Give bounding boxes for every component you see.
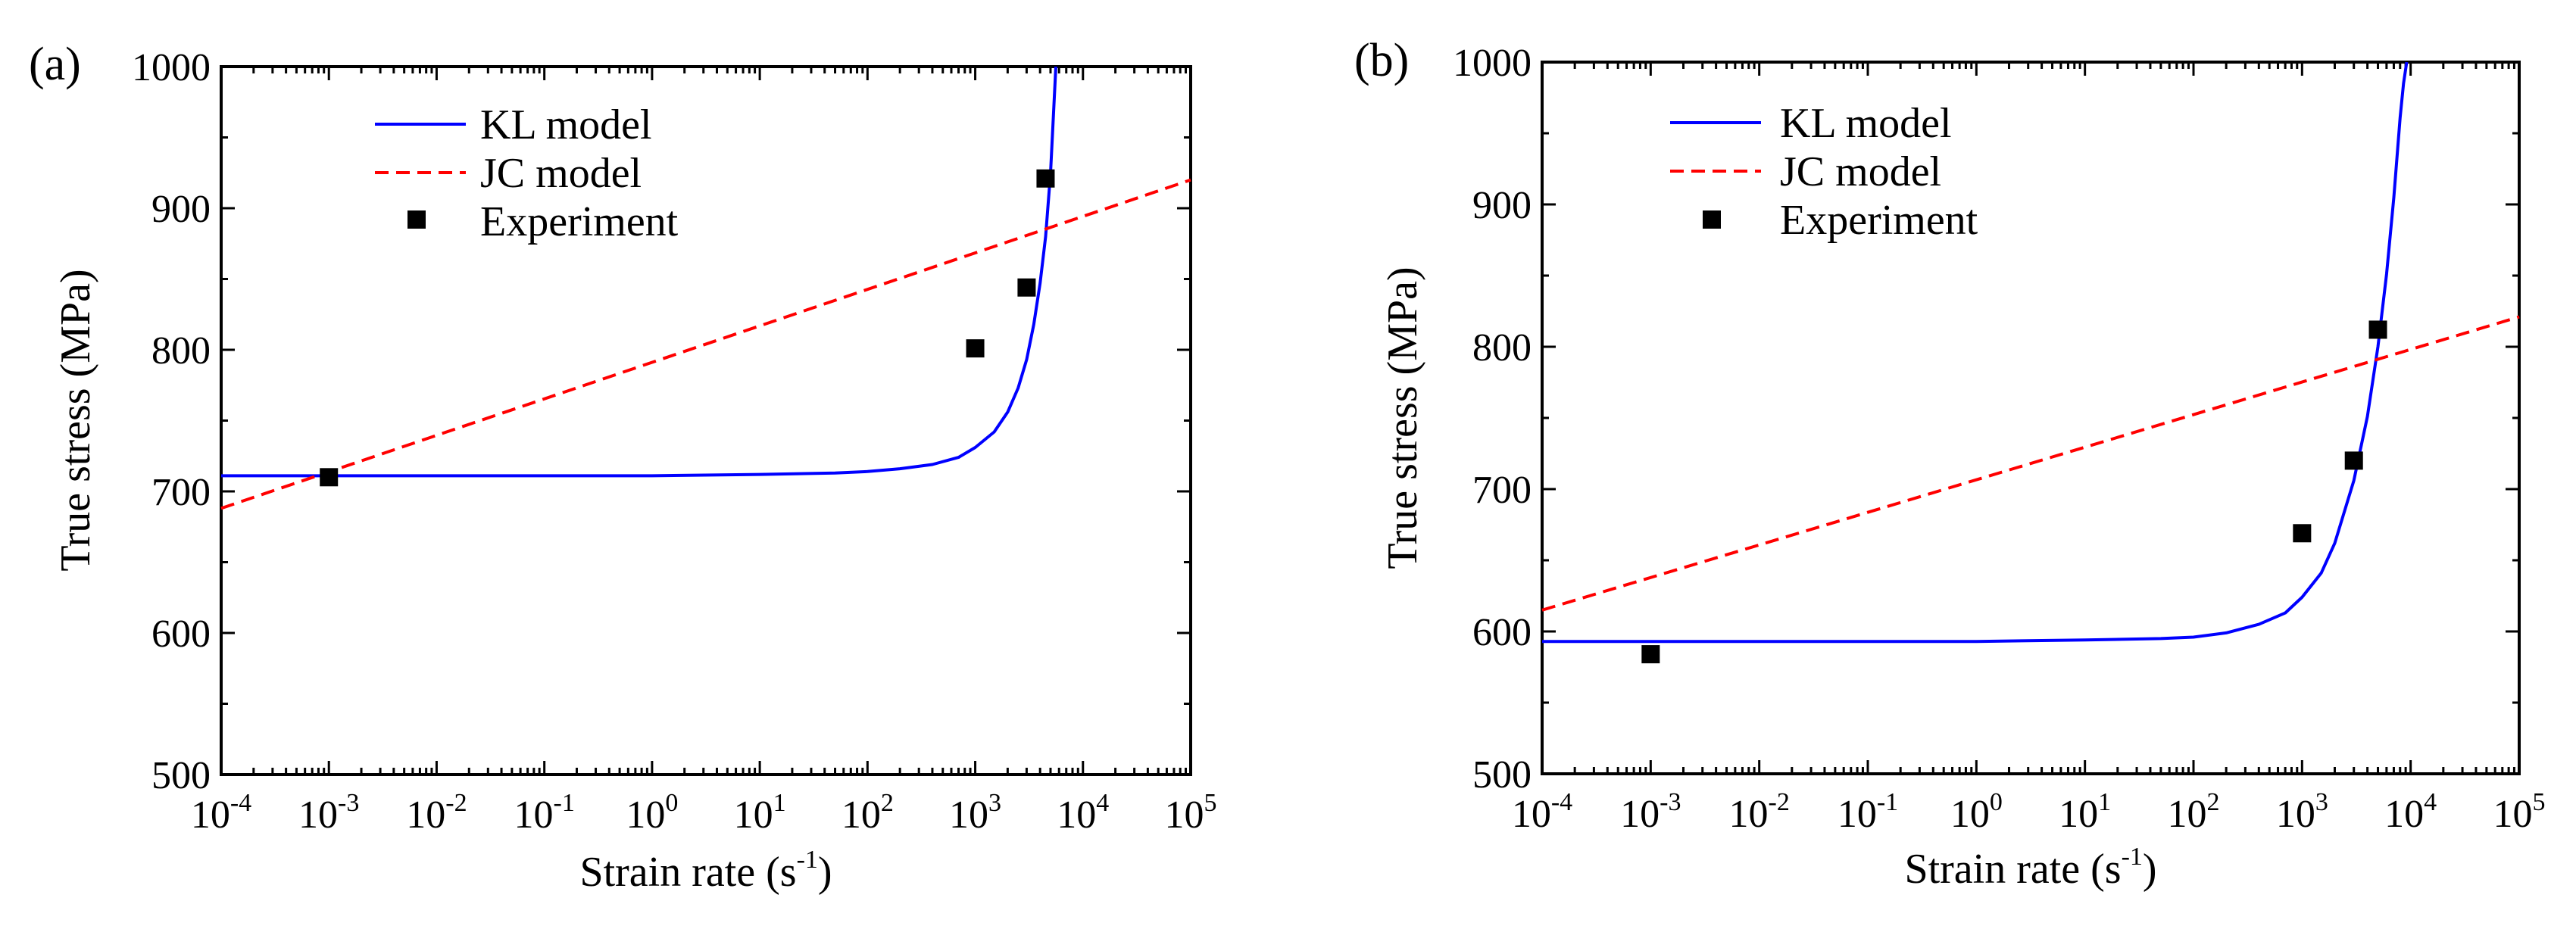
series-layer bbox=[220, 66, 1191, 510]
y-tick-label: 600 bbox=[151, 613, 211, 656]
y-tick-label: 600 bbox=[1472, 611, 1532, 654]
data-point-experiment bbox=[320, 468, 339, 487]
data-point-experiment bbox=[1036, 169, 1055, 188]
legend-label: JC model bbox=[480, 150, 642, 197]
legend: KL model JC model Experiment bbox=[375, 101, 679, 245]
x-tick-label: 102 bbox=[841, 789, 894, 837]
legend-swatch-experiment bbox=[1703, 210, 1721, 229]
legend-label: Experiment bbox=[480, 198, 679, 245]
data-point-experiment bbox=[2293, 524, 2312, 543]
x-tick-label: 10-1 bbox=[514, 789, 575, 837]
data-point-experiment bbox=[2344, 451, 2363, 470]
y-axis-tick-labels: 500 600 700 800 900 1000 bbox=[1453, 42, 1532, 797]
y-tick-label: 500 bbox=[1472, 753, 1532, 797]
x-tick-label: 101 bbox=[734, 789, 786, 837]
y-axis-title: True stress (MPa) bbox=[1379, 267, 1426, 569]
axis-ticks bbox=[1541, 61, 2521, 775]
y-tick-label: 1000 bbox=[132, 46, 211, 89]
y-tick-label: 900 bbox=[1472, 184, 1532, 227]
x-tick-label: 105 bbox=[1165, 789, 1217, 837]
y-tick-label: 800 bbox=[151, 329, 211, 373]
x-tick-label: 10-3 bbox=[298, 789, 359, 837]
x-axis-tick-labels: 10-4 10-3 10-2 10-1 100 101 102 103 104 … bbox=[191, 789, 1217, 837]
x-tick-label: 104 bbox=[1057, 789, 1109, 837]
x-tick-label: 100 bbox=[626, 789, 678, 837]
chart-panel-a: (a) 500 600 700 800 900 1000 10-4 10-3 1… bbox=[29, 39, 1217, 896]
panel-label: (b) bbox=[1354, 35, 1409, 86]
x-tick-label: 103 bbox=[949, 789, 1001, 837]
data-point-experiment bbox=[966, 339, 985, 358]
legend-label: Experiment bbox=[1780, 197, 1978, 244]
y-tick-label: 700 bbox=[1472, 469, 1532, 512]
legend-label: KL model bbox=[1780, 100, 1952, 147]
chart-panel-b: (b) 500 600 700 800 900 1000 10-4 10-3 1… bbox=[1354, 35, 2546, 893]
x-tick-label: 103 bbox=[2276, 788, 2328, 836]
x-tick-label: 101 bbox=[2059, 788, 2111, 836]
x-axis-title: Strain rate (s-1) bbox=[579, 846, 832, 896]
legend: KL model JC model Experiment bbox=[1670, 100, 1978, 244]
y-axis-title: True stress (MPa) bbox=[52, 269, 99, 571]
series-line-jc-model bbox=[1541, 315, 2520, 612]
x-tick-label: 10-1 bbox=[1838, 788, 1898, 836]
x-tick-label: 105 bbox=[2493, 788, 2546, 836]
legend-swatch-experiment bbox=[407, 210, 426, 229]
legend-label: JC model bbox=[1780, 148, 1941, 195]
y-tick-label: 500 bbox=[151, 754, 211, 797]
y-tick-label: 900 bbox=[151, 188, 211, 231]
series-line-kl-model bbox=[1542, 61, 2409, 644]
x-tick-label: 10-2 bbox=[1729, 788, 1790, 836]
x-tick-label: 104 bbox=[2384, 788, 2437, 836]
series-line-kl-model bbox=[221, 66, 1057, 478]
data-point-experiment bbox=[1641, 645, 1660, 664]
series-line-jc-model bbox=[220, 178, 1191, 510]
y-tick-label: 800 bbox=[1472, 326, 1532, 369]
data-point-experiment bbox=[1017, 278, 1036, 297]
y-tick-label: 1000 bbox=[1453, 42, 1532, 85]
y-axis-tick-labels: 500 600 700 800 900 1000 bbox=[132, 46, 211, 797]
legend-label: KL model bbox=[480, 101, 652, 148]
x-tick-label: 10-4 bbox=[191, 789, 251, 837]
x-axis-tick-labels: 10-4 10-3 10-2 10-1 100 101 102 103 104 … bbox=[1512, 788, 2546, 836]
data-point-experiment bbox=[2368, 320, 2387, 339]
plot-frame bbox=[1541, 61, 2521, 775]
axis-ticks bbox=[220, 65, 1192, 776]
x-tick-label: 10-4 bbox=[1512, 788, 1572, 836]
x-tick-label: 102 bbox=[2168, 788, 2220, 836]
panel-label: (a) bbox=[29, 39, 81, 90]
y-tick-label: 700 bbox=[151, 471, 211, 514]
x-axis-title: Strain rate (s-1) bbox=[1904, 843, 2156, 893]
series-layer bbox=[1541, 61, 2520, 664]
x-tick-label: 10-2 bbox=[406, 789, 467, 837]
x-tick-label: 10-3 bbox=[1620, 788, 1681, 836]
x-tick-label: 100 bbox=[1950, 788, 2003, 836]
